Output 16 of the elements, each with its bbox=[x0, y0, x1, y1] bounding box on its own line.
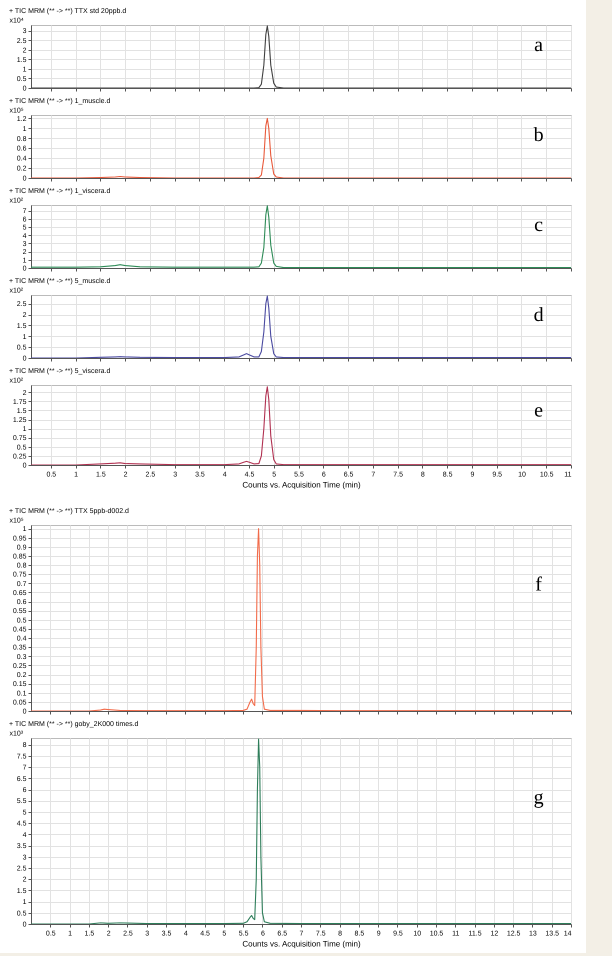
annotation: f bbox=[535, 574, 542, 596]
x-axis-title: Counts vs. Acquisition Time (min) bbox=[242, 480, 361, 490]
line-series bbox=[31, 25, 571, 88]
annotation: a bbox=[534, 34, 544, 56]
annotation: g bbox=[534, 786, 544, 809]
x-axis-title: Counts vs. Acquisition Time (min) bbox=[242, 940, 361, 948]
annotation: b bbox=[534, 124, 544, 146]
line-series bbox=[31, 118, 571, 178]
line-series bbox=[31, 205, 571, 268]
line-series bbox=[31, 528, 571, 711]
line-series bbox=[31, 296, 571, 358]
annotation: c bbox=[534, 214, 544, 236]
line-series bbox=[31, 738, 571, 924]
annotation: e bbox=[534, 400, 544, 422]
annotation: d bbox=[534, 304, 544, 326]
line-series bbox=[31, 386, 571, 465]
